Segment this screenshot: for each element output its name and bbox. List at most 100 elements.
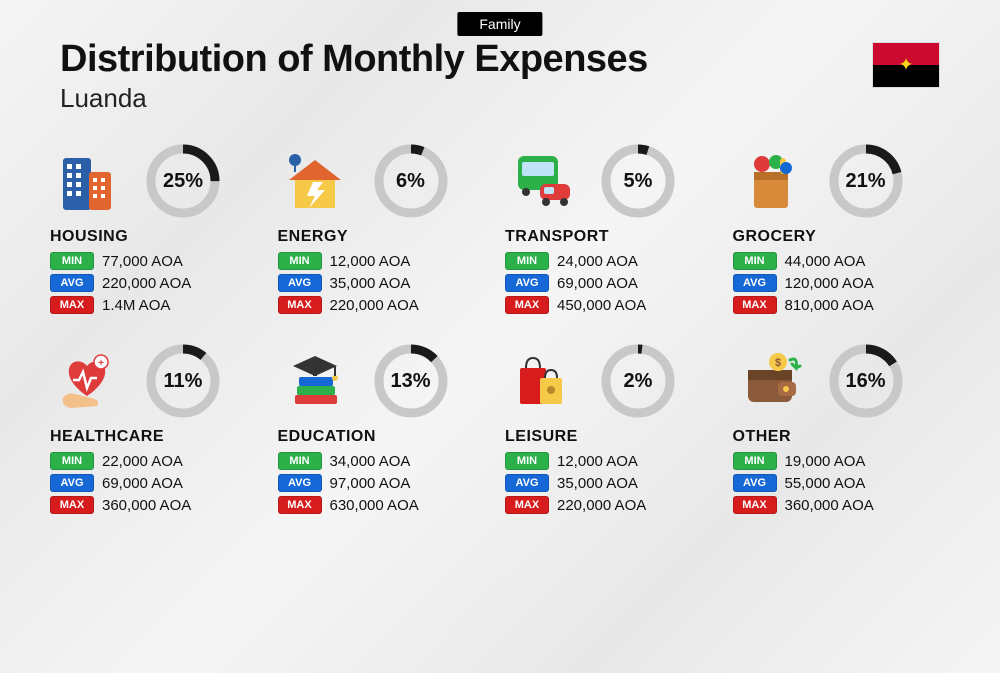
category-card-leisure: 2% LEISURE MIN 12,000 AOA AVG 35,000 AOA… bbox=[505, 342, 723, 518]
max-pill: MAX bbox=[733, 496, 777, 514]
stat-row-avg: AVG 69,000 AOA bbox=[50, 474, 268, 492]
category-card-other: 16% OTHER MIN 19,000 AOA AVG 55,000 AOA … bbox=[733, 342, 951, 518]
stat-row-avg: AVG 55,000 AOA bbox=[733, 474, 951, 492]
max-pill: MAX bbox=[50, 296, 94, 314]
stat-row-avg: AVG 35,000 AOA bbox=[505, 474, 723, 492]
energy-donut: 6% bbox=[372, 142, 450, 220]
transport-name: TRANSPORT bbox=[505, 228, 723, 246]
education-min-value: 34,000 AOA bbox=[330, 453, 411, 470]
leisure-avg-value: 35,000 AOA bbox=[557, 475, 638, 492]
min-pill: MIN bbox=[505, 452, 549, 470]
stat-row-max: MAX 1.4M AOA bbox=[50, 296, 268, 314]
grocery-max-value: 810,000 AOA bbox=[785, 297, 874, 314]
grocery-name: GROCERY bbox=[733, 228, 951, 246]
education-donut: 13% bbox=[372, 342, 450, 420]
healthcare-avg-value: 69,000 AOA bbox=[102, 475, 183, 492]
housing-max-value: 1.4M AOA bbox=[102, 297, 170, 314]
min-pill: MIN bbox=[278, 452, 322, 470]
categories-grid: 25% HOUSING MIN 77,000 AOA AVG 220,000 A… bbox=[0, 114, 1000, 546]
energy-avg-value: 35,000 AOA bbox=[330, 275, 411, 292]
stat-row-avg: AVG 35,000 AOA bbox=[278, 274, 496, 292]
other-donut: 16% bbox=[827, 342, 905, 420]
max-pill: MAX bbox=[505, 496, 549, 514]
housing-avg-value: 220,000 AOA bbox=[102, 275, 191, 292]
leisure-donut: 2% bbox=[599, 342, 677, 420]
stat-row-min: MIN 19,000 AOA bbox=[733, 452, 951, 470]
min-pill: MIN bbox=[733, 252, 777, 270]
grocery-min-value: 44,000 AOA bbox=[785, 253, 866, 270]
other-icon bbox=[733, 345, 809, 417]
leisure-max-value: 220,000 AOA bbox=[557, 497, 646, 514]
healthcare-stats: MIN 22,000 AOA AVG 69,000 AOA MAX 360,00… bbox=[50, 452, 268, 514]
grocery-avg-value: 120,000 AOA bbox=[785, 275, 874, 292]
healthcare-icon bbox=[50, 345, 126, 417]
education-icon bbox=[278, 345, 354, 417]
avg-pill: AVG bbox=[505, 474, 549, 492]
min-pill: MIN bbox=[50, 452, 94, 470]
avg-pill: AVG bbox=[733, 474, 777, 492]
stat-row-min: MIN 22,000 AOA bbox=[50, 452, 268, 470]
min-pill: MIN bbox=[50, 252, 94, 270]
angola-flag-icon: ✦ bbox=[872, 42, 940, 88]
avg-pill: AVG bbox=[50, 474, 94, 492]
category-card-energy: 6% ENERGY MIN 12,000 AOA AVG 35,000 AOA … bbox=[278, 142, 496, 318]
healthcare-name: HEALTHCARE bbox=[50, 428, 268, 446]
housing-percent: 25% bbox=[144, 142, 222, 220]
category-card-education: 13% EDUCATION MIN 34,000 AOA AVG 97,000 … bbox=[278, 342, 496, 518]
stat-row-max: MAX 360,000 AOA bbox=[50, 496, 268, 514]
category-card-transport: 5% TRANSPORT MIN 24,000 AOA AVG 69,000 A… bbox=[505, 142, 723, 318]
stat-row-avg: AVG 97,000 AOA bbox=[278, 474, 496, 492]
other-max-value: 360,000 AOA bbox=[785, 497, 874, 514]
education-name: EDUCATION bbox=[278, 428, 496, 446]
grocery-icon bbox=[733, 145, 809, 217]
header: Distribution of Monthly Expenses Luanda … bbox=[0, 0, 1000, 114]
stat-row-max: MAX 220,000 AOA bbox=[278, 296, 496, 314]
min-pill: MIN bbox=[733, 452, 777, 470]
stat-row-max: MAX 450,000 AOA bbox=[505, 296, 723, 314]
transport-percent: 5% bbox=[599, 142, 677, 220]
education-stats: MIN 34,000 AOA AVG 97,000 AOA MAX 630,00… bbox=[278, 452, 496, 514]
avg-pill: AVG bbox=[50, 274, 94, 292]
healthcare-donut: 11% bbox=[144, 342, 222, 420]
stat-row-min: MIN 12,000 AOA bbox=[278, 252, 496, 270]
other-avg-value: 55,000 AOA bbox=[785, 475, 866, 492]
stat-row-avg: AVG 69,000 AOA bbox=[505, 274, 723, 292]
education-percent: 13% bbox=[372, 342, 450, 420]
max-pill: MAX bbox=[733, 296, 777, 314]
energy-stats: MIN 12,000 AOA AVG 35,000 AOA MAX 220,00… bbox=[278, 252, 496, 314]
housing-name: HOUSING bbox=[50, 228, 268, 246]
energy-min-value: 12,000 AOA bbox=[330, 253, 411, 270]
avg-pill: AVG bbox=[278, 274, 322, 292]
stat-row-max: MAX 220,000 AOA bbox=[505, 496, 723, 514]
stat-row-avg: AVG 120,000 AOA bbox=[733, 274, 951, 292]
leisure-stats: MIN 12,000 AOA AVG 35,000 AOA MAX 220,00… bbox=[505, 452, 723, 514]
stat-row-min: MIN 24,000 AOA bbox=[505, 252, 723, 270]
transport-donut: 5% bbox=[599, 142, 677, 220]
energy-max-value: 220,000 AOA bbox=[330, 297, 419, 314]
transport-max-value: 450,000 AOA bbox=[557, 297, 646, 314]
max-pill: MAX bbox=[505, 296, 549, 314]
energy-percent: 6% bbox=[372, 142, 450, 220]
grocery-percent: 21% bbox=[827, 142, 905, 220]
healthcare-max-value: 360,000 AOA bbox=[102, 497, 191, 514]
stat-row-min: MIN 44,000 AOA bbox=[733, 252, 951, 270]
transport-min-value: 24,000 AOA bbox=[557, 253, 638, 270]
avg-pill: AVG bbox=[278, 474, 322, 492]
page-title: Distribution of Monthly Expenses bbox=[60, 38, 940, 81]
max-pill: MAX bbox=[278, 296, 322, 314]
transport-stats: MIN 24,000 AOA AVG 69,000 AOA MAX 450,00… bbox=[505, 252, 723, 314]
education-max-value: 630,000 AOA bbox=[330, 497, 419, 514]
stat-row-min: MIN 77,000 AOA bbox=[50, 252, 268, 270]
leisure-icon bbox=[505, 345, 581, 417]
avg-pill: AVG bbox=[505, 274, 549, 292]
leisure-min-value: 12,000 AOA bbox=[557, 453, 638, 470]
page-subtitle: Luanda bbox=[60, 83, 940, 114]
avg-pill: AVG bbox=[733, 274, 777, 292]
other-min-value: 19,000 AOA bbox=[785, 453, 866, 470]
category-card-grocery: 21% GROCERY MIN 44,000 AOA AVG 120,000 A… bbox=[733, 142, 951, 318]
housing-stats: MIN 77,000 AOA AVG 220,000 AOA MAX 1.4M … bbox=[50, 252, 268, 314]
min-pill: MIN bbox=[505, 252, 549, 270]
stat-row-min: MIN 12,000 AOA bbox=[505, 452, 723, 470]
healthcare-min-value: 22,000 AOA bbox=[102, 453, 183, 470]
housing-donut: 25% bbox=[144, 142, 222, 220]
